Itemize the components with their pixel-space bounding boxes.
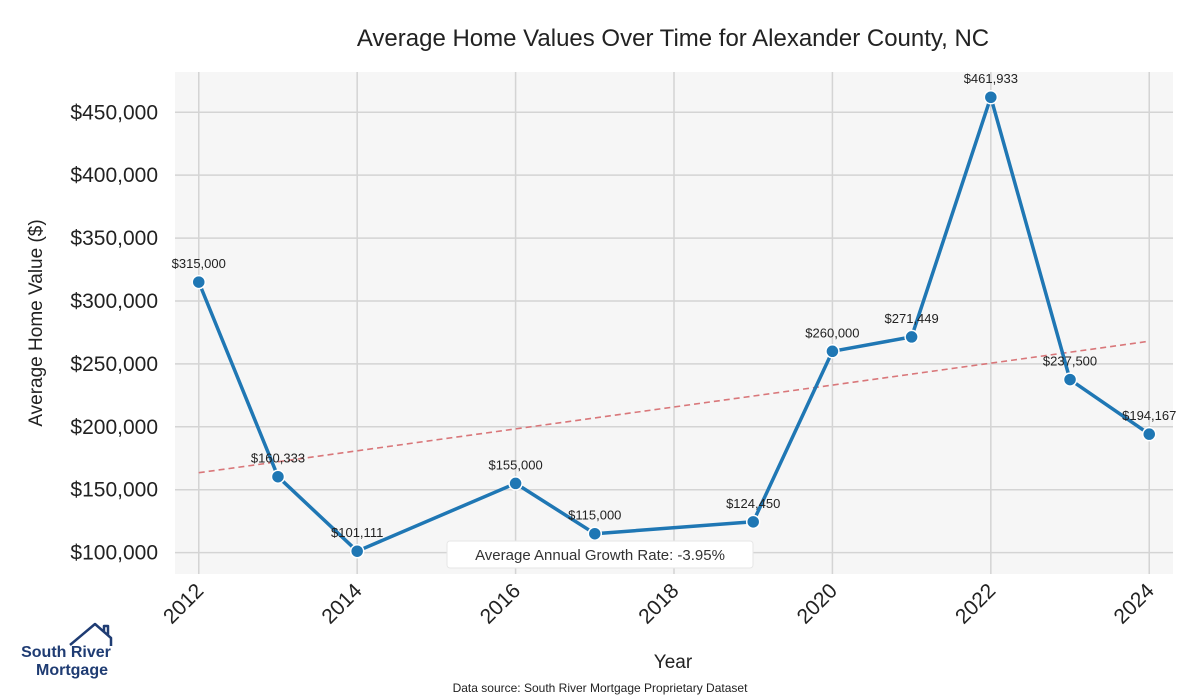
data-point xyxy=(270,469,286,484)
y-tick-label: $100,000 xyxy=(70,542,158,565)
data-point xyxy=(825,344,840,359)
data-point xyxy=(191,274,207,290)
x-tick-label: 2024 xyxy=(1109,579,1159,629)
x-tick-label: 2022 xyxy=(951,579,1000,628)
data-label: $237,500 xyxy=(1043,354,1097,369)
data-point xyxy=(587,526,603,541)
series-layer xyxy=(191,89,1157,559)
y-tick-label: $200,000 xyxy=(70,416,158,439)
y-tick-label: $450,000 xyxy=(70,101,158,124)
data-label: $315,000 xyxy=(172,256,226,271)
y-tick-label: $250,000 xyxy=(70,353,158,376)
data-point xyxy=(508,476,523,491)
x-tick-label: 2020 xyxy=(793,579,842,628)
data-label-layer: $315,000 $160,333 $101,111 $155,000 $115,000… xyxy=(172,71,1177,540)
growth-annotation-box xyxy=(446,540,754,569)
data-point xyxy=(983,89,999,105)
data-point xyxy=(745,514,761,530)
logo-line2: Mortgage xyxy=(36,662,108,679)
y-axis-label: Average Home Value ($) xyxy=(26,219,47,426)
data-label: $115,000 xyxy=(568,508,621,523)
data-point xyxy=(1062,372,1078,387)
growth-annotation: Average Annual Growth Rate: -3.95% xyxy=(446,540,754,569)
data-source: Data source: South River Mortgage Propri… xyxy=(453,681,748,695)
x-tick-label: 2012 xyxy=(159,579,208,628)
y-tick-label: $350,000 xyxy=(70,227,158,250)
data-label: $124,450 xyxy=(726,496,780,511)
chart-title: Average Home Values Over Time for Alexan… xyxy=(357,25,989,52)
house-icon xyxy=(69,622,113,646)
data-point xyxy=(904,329,919,345)
logo: South River Mortgage xyxy=(21,622,113,679)
x-axis-label: Year xyxy=(654,652,693,673)
data-label: $160,333 xyxy=(251,451,305,466)
logo-line1: South River xyxy=(21,644,111,661)
data-label: $260,000 xyxy=(805,325,859,340)
data-point xyxy=(349,543,365,559)
data-label: $271,449 xyxy=(885,311,939,326)
data-point xyxy=(1141,426,1157,442)
x-tick-label: 2018 xyxy=(634,579,683,628)
data-label: $194,167 xyxy=(1122,408,1176,423)
x-axis-ticks: 2012 2014 2016 2018 2020 2022 2024 xyxy=(159,579,1159,629)
y-tick-label: $150,000 xyxy=(70,479,158,502)
growth-annotation-text: Average Annual Growth Rate: -3.95% xyxy=(475,547,725,564)
x-tick-label: 2014 xyxy=(317,579,367,629)
y-tick-label: $300,000 xyxy=(70,290,158,313)
data-label: $155,000 xyxy=(488,457,542,472)
data-label: $461,933 xyxy=(964,71,1018,86)
data-label: $101,111 xyxy=(331,525,383,540)
y-axis-ticks: $100,000 $150,000 $200,000 $250,000 $300,000… xyxy=(70,101,158,564)
y-tick-label: $400,000 xyxy=(70,164,158,187)
x-tick-label: 2016 xyxy=(476,579,525,628)
